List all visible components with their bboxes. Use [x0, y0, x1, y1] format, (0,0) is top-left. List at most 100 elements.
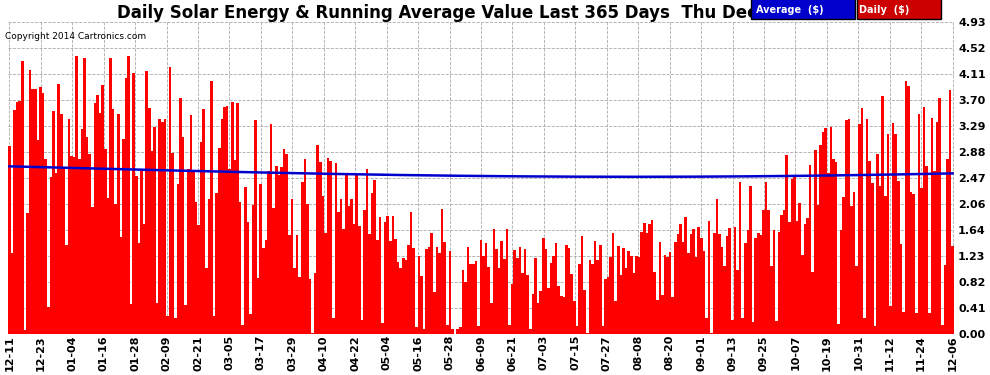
Bar: [809, 165, 812, 334]
Bar: [697, 228, 700, 334]
Bar: [345, 174, 347, 334]
Bar: [547, 288, 549, 334]
Bar: [529, 329, 532, 334]
Bar: [506, 229, 508, 334]
Bar: [695, 258, 697, 334]
Bar: [384, 222, 386, 334]
Bar: [360, 320, 363, 334]
Bar: [47, 308, 50, 334]
Bar: [918, 114, 921, 334]
Bar: [330, 161, 332, 334]
Bar: [259, 184, 262, 334]
Bar: [703, 251, 705, 334]
Bar: [355, 174, 358, 334]
Bar: [107, 198, 109, 334]
Bar: [700, 238, 703, 334]
Bar: [934, 171, 936, 334]
Bar: [32, 89, 34, 334]
Bar: [940, 325, 943, 334]
Bar: [838, 324, 840, 334]
Bar: [754, 238, 757, 334]
Bar: [203, 109, 205, 334]
Bar: [931, 118, 934, 334]
Title: Daily Solar Energy & Running Average Value Last 365 Days  Thu Dec 11 07:23: Daily Solar Energy & Running Average Val…: [117, 4, 844, 22]
Bar: [554, 243, 557, 334]
Bar: [474, 261, 477, 334]
Bar: [376, 240, 378, 334]
Bar: [721, 248, 724, 334]
Bar: [498, 268, 501, 334]
Bar: [420, 276, 423, 334]
Bar: [881, 96, 884, 334]
Bar: [311, 333, 314, 334]
Bar: [469, 264, 472, 334]
Bar: [40, 87, 42, 334]
Bar: [99, 113, 101, 334]
Bar: [270, 124, 272, 334]
Bar: [223, 107, 226, 334]
Bar: [783, 210, 785, 334]
Bar: [682, 242, 684, 334]
Bar: [636, 256, 638, 334]
Bar: [879, 186, 881, 334]
Bar: [290, 199, 293, 334]
Bar: [88, 154, 91, 334]
Bar: [480, 240, 482, 334]
Bar: [630, 256, 633, 334]
Bar: [267, 171, 270, 334]
Bar: [405, 260, 407, 334]
Bar: [200, 142, 203, 334]
Bar: [262, 248, 264, 334]
Bar: [615, 301, 617, 334]
Bar: [210, 81, 213, 334]
Bar: [148, 108, 150, 334]
Bar: [141, 171, 143, 334]
Bar: [726, 236, 729, 334]
Bar: [594, 241, 596, 334]
Bar: [842, 197, 845, 334]
Bar: [226, 106, 229, 334]
Bar: [785, 154, 788, 334]
Bar: [485, 243, 487, 334]
Bar: [648, 224, 650, 334]
Bar: [461, 270, 464, 334]
Bar: [338, 212, 340, 334]
Bar: [146, 72, 148, 334]
Bar: [620, 275, 623, 334]
Text: Copyright 2014 Cartronics.com: Copyright 2014 Cartronics.com: [5, 32, 147, 41]
Bar: [889, 306, 892, 334]
Bar: [542, 237, 545, 334]
Bar: [283, 148, 285, 334]
Bar: [830, 127, 833, 334]
Bar: [195, 202, 197, 334]
Bar: [713, 232, 716, 334]
Bar: [737, 270, 739, 334]
Bar: [350, 200, 352, 334]
Bar: [213, 316, 216, 334]
Bar: [788, 222, 791, 334]
Bar: [280, 167, 283, 334]
Bar: [711, 333, 713, 334]
Bar: [801, 255, 804, 334]
Bar: [928, 313, 931, 334]
Bar: [477, 326, 480, 334]
Bar: [397, 262, 399, 334]
Bar: [86, 137, 88, 334]
Bar: [91, 207, 94, 334]
Bar: [8, 146, 11, 334]
Bar: [358, 225, 360, 334]
Bar: [150, 151, 153, 334]
Bar: [293, 268, 296, 334]
Bar: [78, 159, 80, 334]
Bar: [96, 95, 99, 334]
Bar: [444, 242, 446, 334]
Bar: [692, 228, 695, 334]
Bar: [441, 209, 444, 334]
Text: Average  ($): Average ($): [756, 5, 824, 15]
Bar: [780, 216, 783, 334]
Bar: [45, 159, 47, 334]
Bar: [840, 230, 842, 334]
Bar: [423, 329, 426, 334]
Bar: [568, 248, 570, 334]
Bar: [459, 327, 461, 334]
